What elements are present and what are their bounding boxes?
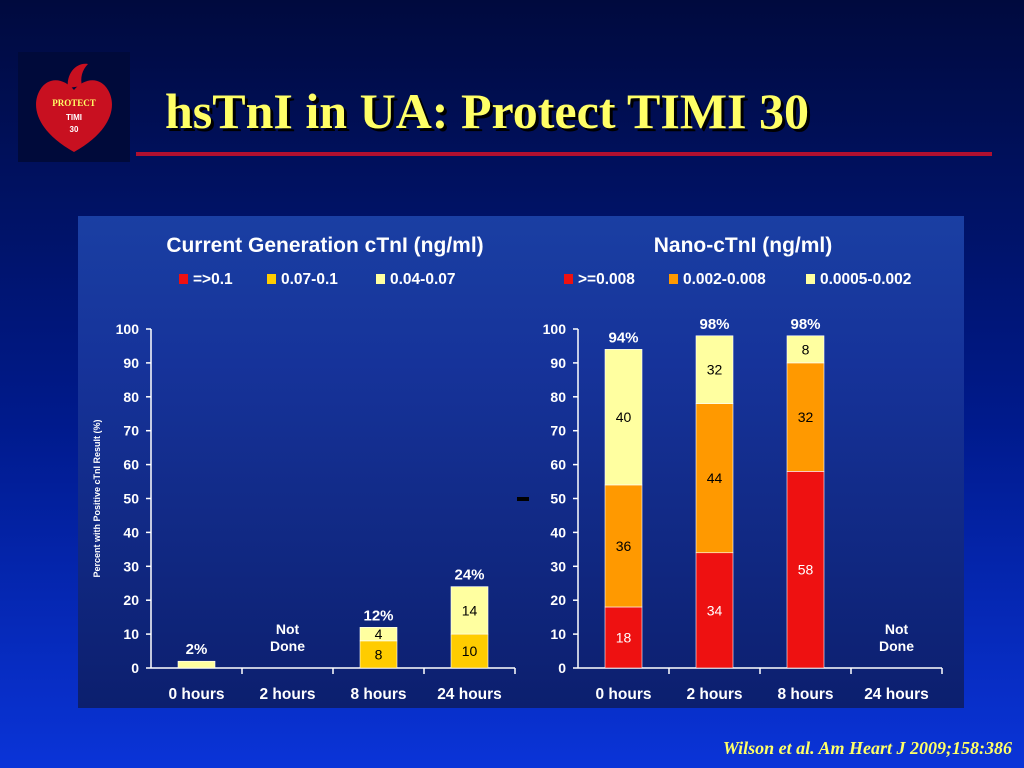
y-axis-label: Percent with Positive cTnI Result (%) <box>92 419 102 577</box>
y-tick-label: 0 <box>558 660 566 676</box>
bar-segment <box>604 349 643 486</box>
chart-2: Nano-cTnI (ng/ml) >=0.008 0.002-0.008 0.000… <box>543 234 943 703</box>
bar-segment <box>450 586 489 635</box>
y-tick-label: 60 <box>550 457 566 473</box>
legend-label: 0.0005-0.002 <box>820 271 911 288</box>
legend-swatch <box>669 274 678 284</box>
charts-svg: Current Generation cTnI (ng/ml) =>0.1 0.07… <box>92 234 943 703</box>
legend-label: =>0.1 <box>193 271 233 288</box>
y-tick-label: 10 <box>123 626 139 642</box>
y-tick-label: 100 <box>543 321 567 337</box>
slide-title: hsTnI in UA: Protect TIMI 30 <box>165 83 810 139</box>
segment-label: 8 <box>802 341 810 357</box>
segment-label: 58 <box>798 562 814 578</box>
y-tick-label: 90 <box>123 355 139 371</box>
y-tick-label: 90 <box>550 355 566 371</box>
bar-segment <box>695 335 734 404</box>
y-tick-label: 60 <box>123 457 139 473</box>
legend-label: >=0.008 <box>578 271 635 288</box>
x-tick-label: 2 hours <box>687 686 743 703</box>
bar-segment <box>604 606 643 669</box>
not-done-label: Not Done <box>270 621 305 654</box>
svg-text:TIMI: TIMI <box>66 113 82 122</box>
legend-label: 0.002-0.008 <box>683 271 766 288</box>
legend-label: 0.04-0.07 <box>390 271 456 288</box>
y-tick-label: 50 <box>550 491 566 507</box>
legend-swatch <box>806 274 815 284</box>
bar-segment <box>359 640 398 669</box>
chart-title: Nano-cTnI (ng/ml) <box>654 234 832 257</box>
total-label: 94% <box>608 329 638 346</box>
x-tick-label: 24 hours <box>437 686 502 703</box>
bar-segment <box>786 335 825 364</box>
total-label: 12% <box>363 607 393 624</box>
bar-segment <box>786 471 825 669</box>
bar-segment <box>450 633 489 669</box>
y-tick-label: 50 <box>123 491 139 507</box>
y-tick-label: 10 <box>550 626 566 642</box>
y-tick-label: 100 <box>116 321 140 337</box>
y-tick-label: 80 <box>123 389 139 405</box>
segment-label: 14 <box>462 602 478 618</box>
legend-swatch <box>564 274 573 284</box>
y-tick-label: 20 <box>123 592 139 608</box>
chart-title: Current Generation cTnI (ng/ml) <box>166 234 483 257</box>
y-tick-label: 40 <box>123 524 139 540</box>
citation: Wilson et al. Am Heart J 2009;158:386 <box>722 738 1012 758</box>
legend-swatch <box>179 274 188 284</box>
y-tick-label: 40 <box>550 524 566 540</box>
x-tick-label: 0 hours <box>169 686 225 703</box>
not-done-label: Not Done <box>879 621 914 654</box>
segment-label: 40 <box>616 409 632 425</box>
x-tick-label: 8 hours <box>778 686 834 703</box>
y-tick-label: 70 <box>123 423 139 439</box>
y-tick-label: 20 <box>550 592 566 608</box>
bar-segment <box>695 552 734 669</box>
bar-segment <box>177 660 216 669</box>
total-label: 98% <box>699 316 729 333</box>
x-tick-label: 2 hours <box>260 686 316 703</box>
segment-label: 36 <box>616 538 632 554</box>
title-divider <box>136 152 992 156</box>
y-tick-label: 80 <box>550 389 566 405</box>
segment-label: 34 <box>707 602 723 618</box>
segment-label: 32 <box>798 409 814 425</box>
x-tick-label: 8 hours <box>351 686 407 703</box>
y-tick-label: 30 <box>123 558 139 574</box>
total-label: 98% <box>790 316 820 333</box>
segment-label: 4 <box>375 626 383 642</box>
dash-marker <box>517 497 529 501</box>
chart-1: Current Generation cTnI (ng/ml) =>0.1 0.07… <box>92 234 516 703</box>
x-tick-label: 0 hours <box>596 686 652 703</box>
x-tick-label: 24 hours <box>864 686 929 703</box>
legend-swatch <box>267 274 276 284</box>
total-label: 24% <box>454 567 484 584</box>
svg-text:PROTECT: PROTECT <box>52 98 96 108</box>
segment-label: 18 <box>616 629 632 645</box>
total-label: 2% <box>186 641 208 658</box>
y-tick-label: 0 <box>131 660 139 676</box>
y-tick-label: 30 <box>550 558 566 574</box>
bar-segment <box>604 484 643 608</box>
segment-label: 44 <box>707 470 723 486</box>
legend-label: 0.07-0.1 <box>281 271 338 288</box>
bar-segment <box>786 362 825 472</box>
segment-label: 8 <box>375 646 383 662</box>
segment-label: 32 <box>707 362 723 378</box>
chart-panel: Current Generation cTnI (ng/ml) =>0.1 0.07… <box>78 216 964 708</box>
bar-segment <box>695 403 734 554</box>
protect-timi-logo: PROTECT TIMI 30 <box>18 52 130 162</box>
bar-segment <box>359 627 398 642</box>
segment-label: 10 <box>462 643 478 659</box>
legend-swatch <box>376 274 385 284</box>
y-tick-label: 70 <box>550 423 566 439</box>
svg-text:30: 30 <box>70 125 79 134</box>
